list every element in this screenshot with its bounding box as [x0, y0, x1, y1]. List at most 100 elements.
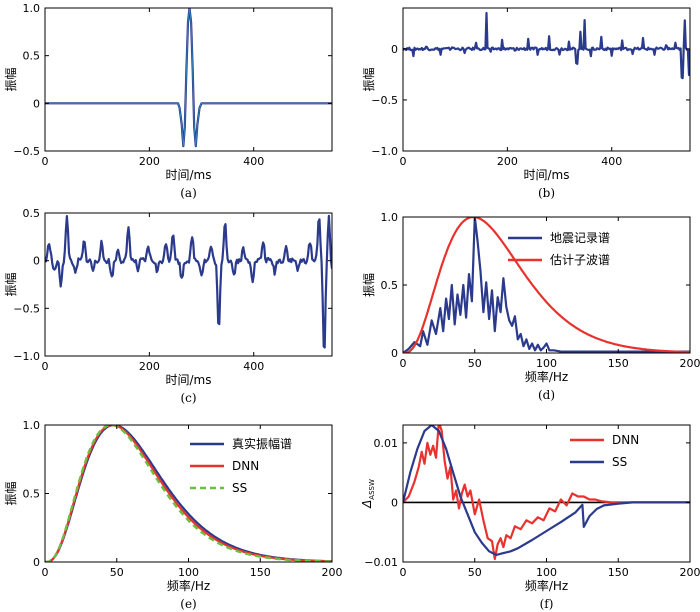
x-tick-label: 0 — [42, 360, 49, 373]
series-group — [45, 8, 332, 148]
y-tick-label: 1.0 — [381, 211, 399, 224]
plot-frame — [402, 7, 691, 152]
legend-label: DNN — [612, 433, 639, 447]
legend-label: 真实振幅谱 — [232, 436, 292, 451]
y-tick-label: −1.0 — [13, 350, 40, 363]
x-axis-label: 频率/Hz — [525, 578, 568, 593]
x-tick-label: 150 — [608, 357, 629, 370]
x-axis-label: 时间/ms — [166, 168, 212, 182]
y-axis-label: 振幅 — [3, 481, 18, 505]
y-tick-label: 0 — [33, 97, 40, 110]
x-tick-label: 0 — [400, 566, 407, 579]
x-tick-label: 200 — [497, 155, 518, 168]
legend-label: 地震记录谱 — [550, 231, 610, 245]
x-tick-label: 0 — [400, 357, 407, 370]
y-tick-label: 0.5 — [381, 279, 399, 292]
x-tick-label: 150 — [608, 566, 629, 579]
legend-label: SS — [612, 455, 627, 469]
x-tick-label: 100 — [536, 357, 557, 370]
series-group — [45, 425, 332, 562]
plot-frame — [402, 424, 691, 563]
y-axis-label: 振幅 — [361, 67, 376, 91]
x-tick-label: 200 — [139, 155, 160, 168]
y-tick-label: 1.0 — [23, 2, 41, 15]
y-tick-label: 0.5 — [23, 50, 41, 63]
y-tick-label: −0.5 — [13, 145, 40, 158]
y-tick-label: 0.5 — [23, 488, 41, 501]
panel-caption: (f) — [540, 597, 554, 611]
chart-panel-e: 0 50 100 150 200 0 0.5 1.0 频率/Hz 振幅 (e) 真实振幅谱 DNN SS — [3, 419, 343, 611]
series-line-DNN — [403, 425, 690, 561]
x-tick-label: 50 — [468, 566, 482, 579]
y-axis-label: 振幅 — [361, 273, 376, 297]
legend: DNN SS — [570, 433, 639, 469]
x-axis-label: 频率/Hz — [167, 578, 210, 593]
y-tick-label: 0 — [391, 43, 398, 56]
y-axis-label: 振幅 — [3, 67, 18, 91]
plot-frame — [44, 7, 333, 152]
panel-caption: (d) — [538, 388, 555, 402]
y-tick-label: 1.0 — [23, 419, 41, 432]
x-tick-label: 0 — [42, 566, 49, 579]
series-line-DNN — [45, 425, 332, 562]
y-tick-label: −0.5 — [13, 302, 40, 315]
y-tick-label: 0 — [33, 255, 40, 268]
legend-label: 估计子波谱 — [550, 253, 610, 267]
y-tick-label: −0.5 — [371, 94, 398, 107]
y-tick-label: 0 — [391, 496, 398, 509]
series-group — [403, 11, 690, 80]
x-tick-label: 400 — [243, 155, 264, 168]
y-tick-label: 0.01 — [374, 437, 399, 450]
series-line-SS — [45, 425, 332, 562]
y-tick-label: −0.01 — [364, 556, 398, 569]
x-axis-label: 频率/Hz — [525, 369, 568, 384]
y-axis-label: ΔASSW — [360, 479, 376, 509]
series-highlight — [45, 8, 332, 147]
x-tick-label: 200 — [680, 566, 700, 579]
series-group — [403, 425, 690, 561]
x-axis-label: 时间/ms — [524, 168, 570, 182]
panel-caption: (b) — [538, 186, 555, 200]
x-tick-label: 200 — [680, 357, 700, 370]
x-tick-label: 100 — [178, 566, 199, 579]
plot-frame — [44, 212, 333, 357]
chart-panel-c: 0 200 400 −1.0 −0.5 0 0.5 时间/ms 振幅 (c) — [3, 207, 333, 405]
series-line-估计子波谱 — [403, 217, 690, 353]
x-axis-label: 时间/ms — [166, 373, 212, 387]
panel-caption: (e) — [180, 597, 196, 611]
legend: 真实振幅谱 DNN SS — [190, 436, 292, 495]
series-group — [403, 217, 690, 353]
panel-caption: (a) — [180, 186, 197, 200]
panel-caption: (c) — [180, 391, 196, 405]
series-line-reflectivity — [403, 11, 690, 80]
y-tick-label: 0 — [391, 347, 398, 360]
y-axis-label: 振幅 — [3, 272, 18, 296]
x-tick-label: 150 — [250, 566, 271, 579]
x-tick-label: 400 — [601, 155, 622, 168]
x-tick-label: 50 — [468, 357, 482, 370]
plot-frame — [402, 216, 691, 354]
x-tick-label: 200 — [139, 360, 160, 373]
series-line-SS — [403, 425, 690, 556]
series-group — [45, 214, 332, 349]
x-tick-label: 0 — [400, 155, 407, 168]
chart-panel-b: 0 200 400 −1.0 −0.5 0 时间/ms 振幅 (b) — [361, 7, 691, 200]
series-line-wavelet — [45, 8, 332, 148]
y-tick-label: 0 — [33, 556, 40, 569]
series-line-地震记录谱 — [403, 217, 690, 353]
x-tick-label: 0 — [42, 155, 49, 168]
legend-label: SS — [232, 481, 247, 495]
x-tick-label: 200 — [322, 566, 343, 579]
x-tick-label: 100 — [536, 566, 557, 579]
y-tick-label: 0.5 — [23, 207, 41, 220]
legend-label: DNN — [232, 459, 259, 473]
x-tick-label: 400 — [243, 360, 264, 373]
y-tick-label: −1.0 — [371, 145, 398, 158]
x-tick-label: 50 — [110, 566, 124, 579]
series-line-seismic-record — [45, 214, 332, 349]
